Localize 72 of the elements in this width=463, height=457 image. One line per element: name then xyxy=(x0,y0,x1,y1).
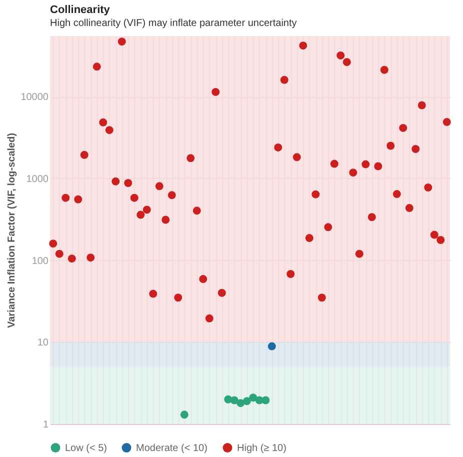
legend-label: High (≥ 10) xyxy=(237,442,286,454)
point xyxy=(430,230,438,239)
point xyxy=(99,118,108,126)
y-tick-label: 10000 xyxy=(20,92,49,104)
point xyxy=(142,206,151,214)
point xyxy=(168,191,176,200)
point xyxy=(124,179,132,187)
point xyxy=(305,234,314,242)
point xyxy=(86,254,95,262)
legend-label: Moderate (< 10) xyxy=(136,442,208,454)
point xyxy=(242,397,251,406)
point xyxy=(436,236,445,244)
point xyxy=(262,396,270,404)
point xyxy=(424,184,432,192)
point xyxy=(324,223,332,232)
point xyxy=(62,194,70,202)
point xyxy=(280,76,288,84)
y-tick-label: 1000 xyxy=(26,174,49,185)
point xyxy=(418,101,426,110)
point xyxy=(249,394,258,402)
point xyxy=(199,275,208,284)
point xyxy=(174,294,182,302)
point xyxy=(392,190,401,198)
point xyxy=(162,216,170,224)
point xyxy=(112,177,120,186)
y-tick-label: 10 xyxy=(37,338,49,349)
point xyxy=(55,250,64,258)
chart-title: Collinearity xyxy=(50,4,111,16)
point xyxy=(118,38,126,46)
point xyxy=(336,51,345,60)
point xyxy=(212,88,220,96)
point xyxy=(342,58,351,66)
point xyxy=(380,66,388,74)
point xyxy=(286,270,295,278)
point xyxy=(136,210,145,219)
point xyxy=(92,62,101,71)
point xyxy=(330,160,338,168)
point xyxy=(355,250,364,258)
point xyxy=(349,168,358,177)
point xyxy=(405,204,414,212)
point xyxy=(68,254,76,263)
point xyxy=(442,118,451,126)
point xyxy=(268,342,276,350)
point xyxy=(74,195,82,204)
point xyxy=(299,42,308,50)
point xyxy=(149,290,158,298)
point xyxy=(130,194,138,202)
point xyxy=(292,153,301,162)
y-tick-label: 1 xyxy=(42,420,49,430)
point xyxy=(386,142,395,150)
point xyxy=(312,190,320,198)
point xyxy=(49,240,58,248)
point xyxy=(155,182,164,190)
point xyxy=(192,206,201,215)
point xyxy=(374,162,382,170)
point xyxy=(230,396,238,404)
point xyxy=(80,150,88,159)
y-axis-title: Variance Inflation Factor (VIF, log-scaled) xyxy=(6,132,18,328)
point xyxy=(318,294,326,302)
point xyxy=(368,213,376,222)
point xyxy=(274,143,282,152)
point xyxy=(186,154,195,162)
point xyxy=(205,314,214,322)
legend-label: Low (< 5) xyxy=(65,442,107,454)
point xyxy=(105,126,114,134)
chart-subtitle: High collinearity (VIF) may inflate parameter uncertainty xyxy=(50,18,297,29)
point xyxy=(399,124,408,132)
point xyxy=(362,160,370,168)
y-tick-label: 100 xyxy=(32,256,49,267)
point xyxy=(412,145,420,153)
point xyxy=(218,288,226,297)
point xyxy=(180,410,188,419)
